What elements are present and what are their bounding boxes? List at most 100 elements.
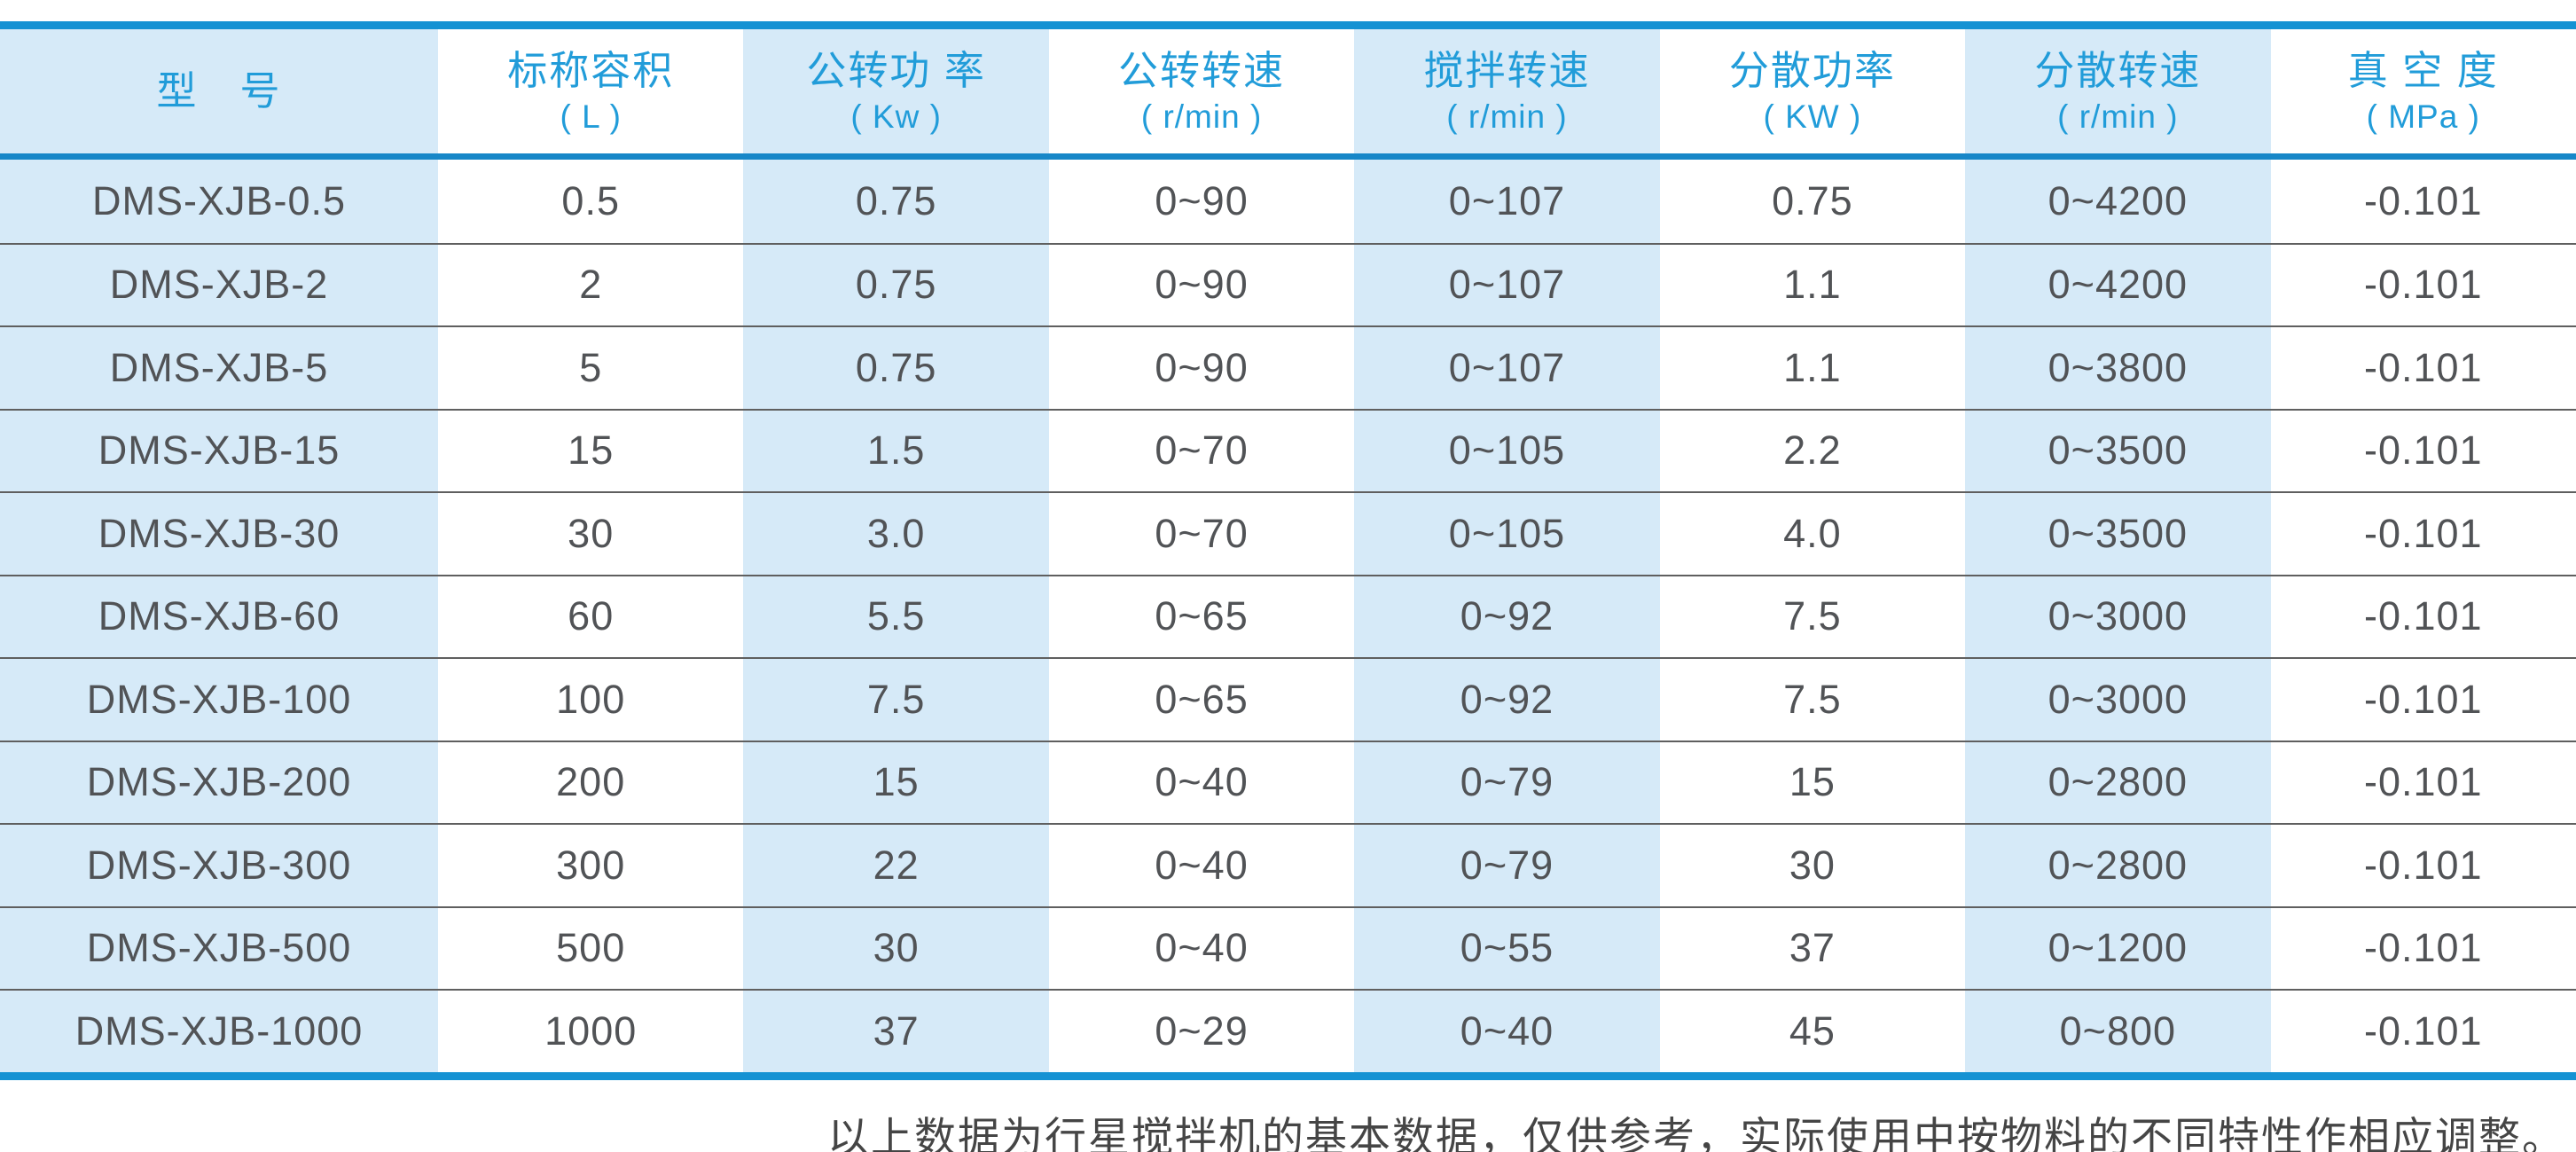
revolution-speed-cell: 0~90 — [1048, 244, 1355, 325]
capacity-cell: 500 — [438, 907, 744, 989]
revolution-speed-cell: 0~90 — [1048, 160, 1355, 243]
dispersion-speed-cell: 0~800 — [1965, 991, 2271, 1072]
model-cell: DMS-XJB-1000 — [0, 991, 438, 1072]
dispersion-speed-cell: 0~4200 — [1965, 160, 2271, 243]
table-row: DMS-XJB-15 15 1.5 0~70 0~105 2.2 0~3500 … — [0, 408, 2576, 491]
spec-table: 型 号 标称容积 ( L ) 公转功 率 ( Kw ) 公转转速 ( r/min… — [0, 21, 2576, 1080]
table-header-row: 型 号 标称容积 ( L ) 公转功 率 ( Kw ) 公转转速 ( r/min… — [0, 29, 2576, 160]
revolution-speed-cell: 0~65 — [1048, 659, 1355, 741]
dispersion-speed-cell: 0~3000 — [1965, 659, 2271, 741]
stir-speed-cell: 0~79 — [1354, 825, 1660, 906]
revolution-speed-cell: 0~65 — [1048, 576, 1355, 657]
revolution-power-cell: 5.5 — [743, 576, 1049, 657]
dispersion-speed-cell: 0~2800 — [1965, 825, 2271, 906]
dispersion-power-cell: 2.2 — [1659, 410, 1966, 491]
header-dispersion-power: 分散功率 ( KW ) — [1659, 29, 1966, 153]
dispersion-power-cell: 45 — [1659, 991, 1966, 1072]
model-cell: DMS-XJB-300 — [0, 825, 438, 906]
capacity-cell: 2 — [438, 244, 744, 325]
header-vacuum-label: 真 空 度 — [2347, 47, 2499, 93]
model-cell: DMS-XJB-30 — [0, 493, 438, 575]
header-revolution-speed-label: 公转转速 — [1118, 47, 1286, 93]
revolution-power-cell: 30 — [743, 907, 1049, 989]
table-row: DMS-XJB-100 100 7.5 0~65 0~92 7.5 0~3000… — [0, 657, 2576, 741]
header-revolution-speed-unit: ( r/min ) — [1140, 98, 1263, 135]
footer-note: 以上数据为行星搅拌机的基本数据，仅供参考，实际使用中按物料的不同特性作相应调整。 — [827, 1115, 2565, 1152]
header-dispersion-speed-label: 分散转速 — [2034, 47, 2202, 93]
vacuum-cell: -0.101 — [2270, 160, 2576, 243]
capacity-cell: 15 — [438, 410, 744, 491]
table-row: DMS-XJB-300 300 22 0~40 0~79 30 0~2800 -… — [0, 823, 2576, 906]
stir-speed-cell: 0~92 — [1354, 576, 1660, 657]
model-cell: DMS-XJB-15 — [0, 410, 438, 491]
model-cell: DMS-XJB-100 — [0, 659, 438, 741]
model-cell: DMS-XJB-60 — [0, 576, 438, 657]
table-row: DMS-XJB-0.5 0.5 0.75 0~90 0~107 0.75 0~4… — [0, 160, 2576, 243]
model-cell: DMS-XJB-200 — [0, 741, 438, 823]
dispersion-speed-cell: 0~3800 — [1965, 327, 2271, 409]
dispersion-power-cell: 30 — [1659, 825, 1966, 906]
vacuum-cell: -0.101 — [2270, 327, 2576, 409]
header-capacity-unit: ( L ) — [560, 98, 622, 135]
stir-speed-cell: 0~40 — [1354, 991, 1660, 1072]
capacity-cell: 5 — [438, 327, 744, 409]
vacuum-cell: -0.101 — [2270, 991, 2576, 1072]
header-model-label: 型 号 — [156, 68, 282, 114]
revolution-speed-cell: 0~70 — [1048, 493, 1355, 575]
header-revolution-power-label: 公转功 率 — [806, 47, 986, 93]
revolution-power-cell: 7.5 — [743, 659, 1049, 741]
vacuum-cell: -0.101 — [2270, 907, 2576, 989]
table-row: DMS-XJB-5 5 0.75 0~90 0~107 1.1 0~3800 -… — [0, 325, 2576, 409]
vacuum-cell: -0.101 — [2270, 493, 2576, 575]
vacuum-cell: -0.101 — [2270, 659, 2576, 741]
model-cell: DMS-XJB-5 — [0, 327, 438, 409]
stir-speed-cell: 0~107 — [1354, 160, 1660, 243]
header-model: 型 号 — [0, 29, 438, 153]
stir-speed-cell: 0~107 — [1354, 244, 1660, 325]
stir-speed-cell: 0~107 — [1354, 327, 1660, 409]
header-stir-speed-label: 搅拌转速 — [1423, 47, 1591, 93]
stir-speed-cell: 0~92 — [1354, 659, 1660, 741]
table-row: DMS-XJB-500 500 30 0~40 0~55 37 0~1200 -… — [0, 905, 2576, 989]
dispersion-speed-cell: 0~3500 — [1965, 410, 2271, 491]
header-revolution-speed: 公转转速 ( r/min ) — [1048, 29, 1355, 153]
dispersion-speed-cell: 0~3500 — [1965, 493, 2271, 575]
dispersion-power-cell: 7.5 — [1659, 576, 1966, 657]
dispersion-power-cell: 15 — [1659, 741, 1966, 823]
header-revolution-power-unit: ( Kw ) — [850, 98, 942, 135]
revolution-speed-cell: 0~29 — [1048, 991, 1355, 1072]
stir-speed-cell: 0~105 — [1354, 493, 1660, 575]
vacuum-cell: -0.101 — [2270, 825, 2576, 906]
dispersion-power-cell: 7.5 — [1659, 659, 1966, 741]
table-body: DMS-XJB-0.5 0.5 0.75 0~90 0~107 0.75 0~4… — [0, 160, 2576, 1072]
capacity-cell: 0.5 — [438, 160, 744, 243]
header-dispersion-power-unit: ( KW ) — [1763, 98, 1862, 135]
header-stir-speed-unit: ( r/min ) — [1446, 98, 1568, 135]
model-cell: DMS-XJB-0.5 — [0, 160, 438, 243]
revolution-power-cell: 0.75 — [743, 327, 1049, 409]
table-row: DMS-XJB-2 2 0.75 0~90 0~107 1.1 0~4200 -… — [0, 242, 2576, 325]
header-capacity-label: 标称容积 — [507, 47, 675, 93]
header-revolution-power: 公转功 率 ( Kw ) — [743, 29, 1049, 153]
revolution-power-cell: 3.0 — [743, 493, 1049, 575]
dispersion-power-cell: 37 — [1659, 907, 1966, 989]
header-vacuum-unit: ( MPa ) — [2366, 98, 2480, 135]
header-vacuum: 真 空 度 ( MPa ) — [2270, 29, 2576, 153]
header-dispersion-speed: 分散转速 ( r/min ) — [1965, 29, 2271, 153]
header-stir-speed: 搅拌转速 ( r/min ) — [1354, 29, 1660, 153]
stir-speed-cell: 0~55 — [1354, 907, 1660, 989]
dispersion-power-cell: 1.1 — [1659, 327, 1966, 409]
revolution-power-cell: 0.75 — [743, 160, 1049, 243]
stir-speed-cell: 0~105 — [1354, 410, 1660, 491]
stir-speed-cell: 0~79 — [1354, 741, 1660, 823]
capacity-cell: 300 — [438, 825, 744, 906]
dispersion-power-cell: 1.1 — [1659, 244, 1966, 325]
vacuum-cell: -0.101 — [2270, 244, 2576, 325]
revolution-power-cell: 0.75 — [743, 244, 1049, 325]
model-cell: DMS-XJB-2 — [0, 244, 438, 325]
vacuum-cell: -0.101 — [2270, 410, 2576, 491]
dispersion-speed-cell: 0~2800 — [1965, 741, 2271, 823]
dispersion-power-cell: 0.75 — [1659, 160, 1966, 243]
revolution-power-cell: 15 — [743, 741, 1049, 823]
table-row: DMS-XJB-60 60 5.5 0~65 0~92 7.5 0~3000 -… — [0, 574, 2576, 657]
